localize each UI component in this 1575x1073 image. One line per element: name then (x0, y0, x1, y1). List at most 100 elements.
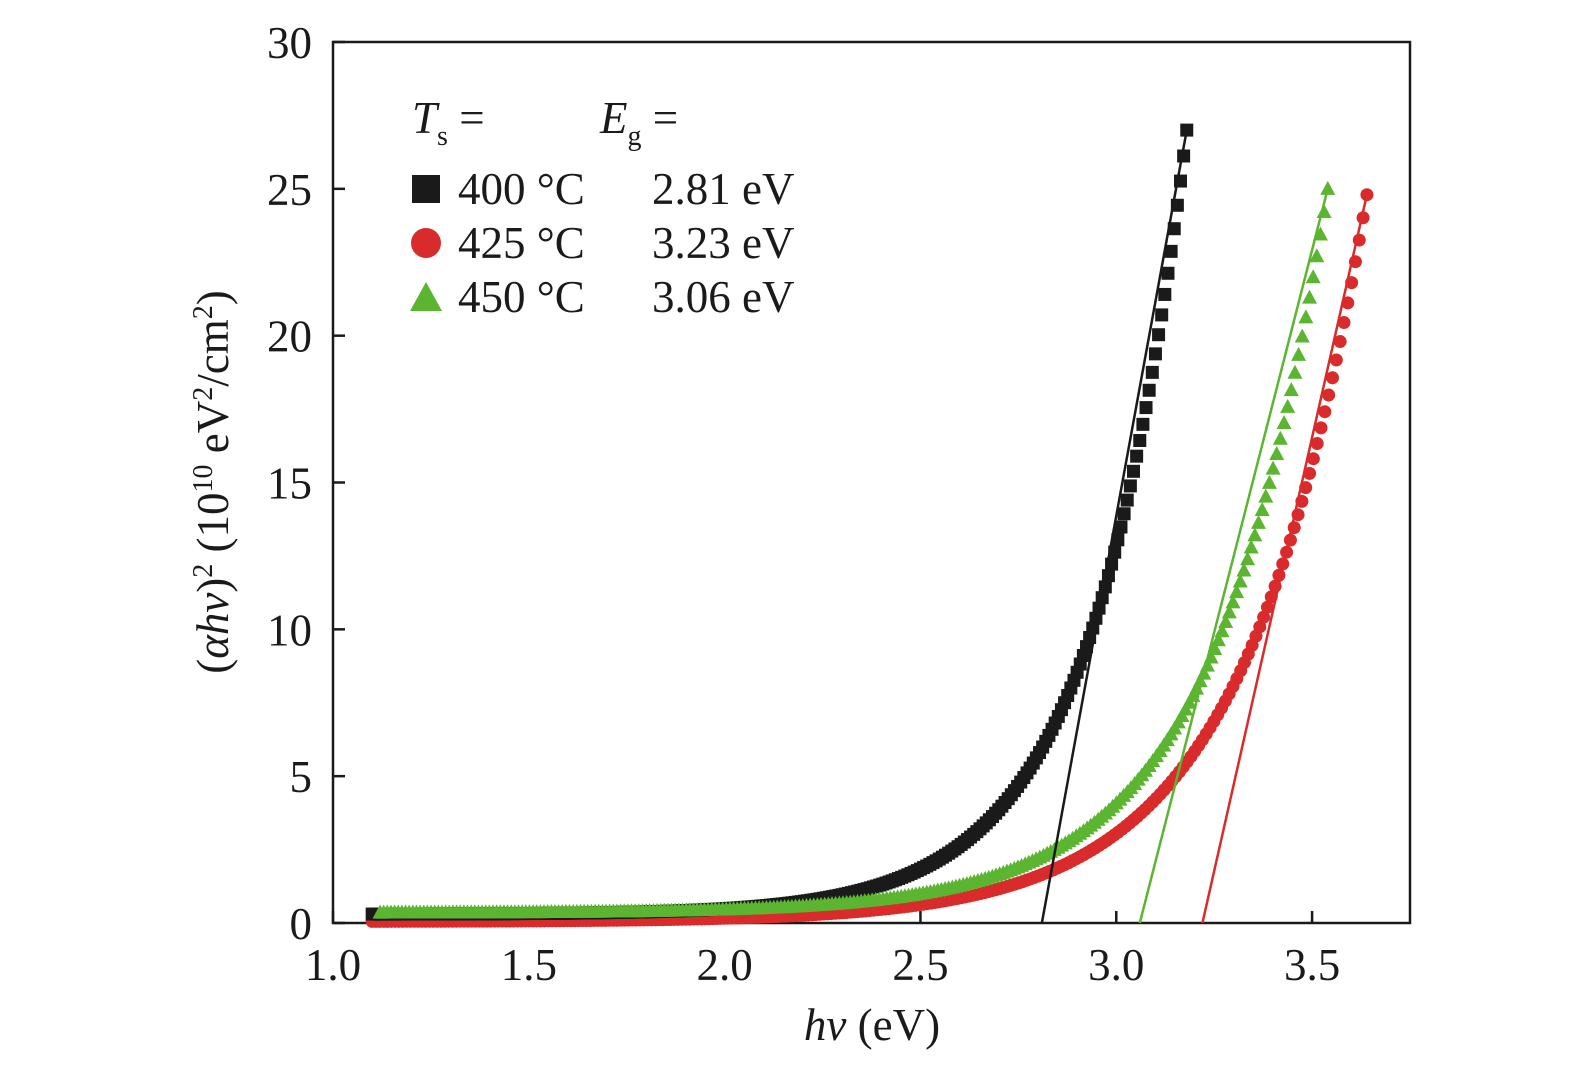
y-tick-label: 15 (267, 459, 312, 509)
x-tick-label: 3.0 (1088, 940, 1144, 990)
data-point (1133, 434, 1147, 448)
legend-header-ts: Ts = (412, 93, 485, 152)
data-point (1114, 520, 1128, 534)
y-tick-label: 0 (290, 899, 313, 949)
data-point (1329, 353, 1343, 367)
data-point (1247, 527, 1263, 542)
y-tick-label: 20 (267, 312, 312, 362)
data-point (1314, 421, 1328, 435)
data-point (1310, 437, 1324, 451)
data-point (1258, 488, 1274, 503)
data-point (1145, 365, 1159, 379)
data-point (1123, 479, 1137, 493)
data-point (1127, 464, 1141, 478)
data-point (1261, 474, 1277, 489)
y-tick-label: 30 (267, 18, 312, 68)
data-point (1161, 266, 1175, 280)
data-point (1221, 604, 1237, 619)
data-point (1167, 222, 1181, 236)
data-point (1276, 415, 1292, 430)
data-point (1322, 388, 1336, 402)
data-point (1337, 316, 1351, 330)
data-point (1260, 600, 1274, 614)
data-point (1269, 445, 1285, 460)
data-point (1192, 673, 1208, 688)
data-point (1305, 269, 1321, 284)
data-point (1325, 371, 1339, 385)
data-point (1280, 398, 1296, 413)
legend: Ts = Eg = 400 °C 2.81 eV 425 °C 3.23 eV … (410, 93, 794, 322)
x-tick-label: 2.5 (892, 940, 948, 990)
y-tick-label: 5 (290, 752, 313, 802)
data-point (1142, 383, 1156, 397)
data-point (1117, 507, 1131, 521)
data-point (1250, 514, 1266, 529)
legend-marker-450 (410, 282, 442, 311)
x-axis-label: hv (eV) (804, 1000, 940, 1050)
data-point (1302, 289, 1318, 304)
legend-temp-400: 400 °C (458, 164, 585, 214)
fit-line-450 (1138, 188, 1329, 924)
data-point (1152, 328, 1166, 342)
series-450-markers (372, 180, 1336, 919)
legend-eg-450: 3.06 eV (652, 272, 794, 322)
legend-header-eg: Eg = (599, 93, 678, 152)
data-point (1318, 405, 1332, 419)
data-point (1120, 493, 1134, 507)
x-tick-label: 1.0 (305, 940, 361, 990)
x-tick-label: 3.5 (1284, 940, 1340, 990)
y-tick-label: 25 (267, 165, 312, 215)
axis-ticks: 1.0 1.5 2.0 2.5 3.0 3.5 0 5 10 15 20 25 30 (267, 18, 1340, 990)
data-point (1236, 562, 1252, 577)
data-point (1306, 452, 1320, 466)
data-point (1312, 226, 1328, 241)
x-tick-label: 1.5 (501, 940, 557, 990)
data-point (1341, 296, 1355, 310)
data-point (1199, 657, 1215, 672)
data-point (1265, 460, 1281, 475)
fit-line-400 (1040, 129, 1188, 924)
data-point (1320, 180, 1336, 195)
legend-marker-400 (412, 175, 440, 203)
data-point (1130, 449, 1144, 463)
data-point (1136, 417, 1150, 431)
data-point (1210, 632, 1226, 647)
data-point (1254, 501, 1270, 516)
data-point (1139, 401, 1153, 415)
data-point (1214, 623, 1230, 638)
fit-line-425 (1201, 194, 1369, 924)
data-point (1257, 610, 1271, 624)
data-point (1155, 308, 1169, 322)
data-point (1294, 328, 1310, 343)
data-point (1333, 335, 1347, 349)
fit-lines (1040, 129, 1369, 924)
data-point (1164, 244, 1178, 258)
data-point (1291, 346, 1307, 361)
y-tick-label: 10 (267, 605, 312, 655)
data-point (1287, 364, 1303, 379)
data-point (1303, 466, 1317, 480)
legend-eg-425: 3.23 eV (652, 218, 794, 268)
data-point (1240, 551, 1256, 566)
data-point (1272, 430, 1288, 445)
data-point (1158, 287, 1172, 301)
data-point (1309, 248, 1325, 263)
data-point (1232, 573, 1248, 588)
x-tick-label: 2.0 (697, 940, 753, 990)
data-point (1229, 584, 1245, 599)
data-point (1207, 641, 1223, 656)
data-point (1298, 309, 1314, 324)
data-point (1225, 594, 1241, 609)
data-point (1148, 347, 1162, 361)
legend-temp-450: 450 °C (458, 272, 585, 322)
data-point (1111, 533, 1125, 547)
legend-marker-425 (411, 228, 441, 258)
data-point (1218, 613, 1234, 628)
data-markers (365, 123, 1374, 928)
legend-temp-425: 425 °C (458, 218, 585, 268)
y-axis-label: (αhv)2 (1010 eV2/cm2) (188, 290, 238, 674)
data-point (1283, 382, 1299, 397)
legend-eg-400: 2.81 eV (652, 164, 794, 214)
data-point (1243, 539, 1259, 554)
